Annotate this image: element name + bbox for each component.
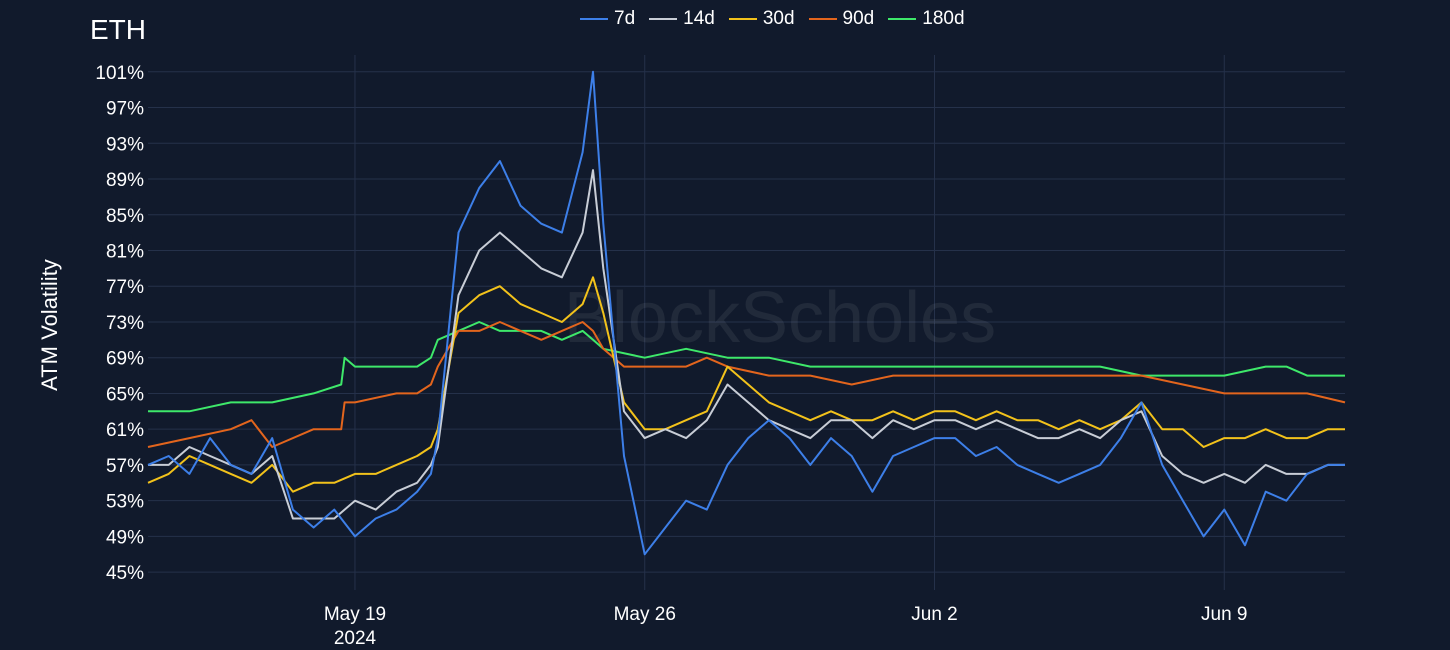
legend-label: 7d: [614, 8, 636, 29]
x-tick-label: May 26: [614, 604, 676, 625]
series-line-14d: [148, 169, 1345, 520]
legend-item-30d[interactable]: 30d: [728, 8, 795, 30]
chart-title: ETH: [90, 14, 146, 45]
series-line-90d: [147, 321, 1346, 448]
y-axis-ticks: 101% 97% 93% 89% 85% 81% 77% 73% 69% 65% 61% 57% 53%…: [95, 63, 144, 584]
y-tick-label: 101%: [95, 63, 144, 84]
legend-label: 14d: [683, 8, 715, 29]
x-tick-sublabel: 2024: [334, 628, 377, 649]
y-tick-label: 89%: [106, 170, 144, 191]
y-tick-label: 53%: [106, 492, 144, 513]
legend-label: 180d: [922, 8, 965, 29]
series-line-180d: [148, 321, 1345, 413]
y-tick-label: 97%: [106, 99, 144, 120]
x-tick-label: May 19: [324, 604, 386, 625]
legend: 7d 14d 30d 90d 180d: [580, 8, 965, 30]
y-tick-label: 45%: [106, 563, 144, 584]
y-axis-label: ATM Volatility: [37, 259, 62, 391]
y-tick-label: 65%: [106, 384, 144, 405]
series-layer: [147, 70, 1346, 556]
y-tick-label: 69%: [106, 349, 144, 370]
legend-label: 90d: [842, 8, 875, 29]
x-tick-label: Jun 2: [911, 604, 957, 625]
legend-swatch: [728, 18, 757, 20]
grid: [148, 55, 1345, 590]
y-tick-label: 49%: [106, 527, 144, 548]
legend-label: 30d: [762, 8, 795, 29]
legend-item-14d[interactable]: 14d: [649, 8, 715, 30]
y-tick-label: 85%: [106, 206, 144, 227]
legend-item-7d[interactable]: 7d: [580, 8, 635, 30]
x-tick-label: Jun 9: [1201, 604, 1247, 625]
y-tick-label: 57%: [106, 456, 144, 477]
y-tick-label: 81%: [106, 241, 144, 262]
legend-swatch: [649, 18, 678, 20]
legend-swatch: [808, 18, 837, 20]
y-tick-label: 77%: [106, 277, 144, 298]
x-axis-ticks: May 19 2024 May 26 Jun 2 Jun 9: [324, 604, 1248, 649]
y-tick-label: 61%: [106, 420, 144, 441]
series-line-7d: [147, 70, 1345, 556]
legend-item-180d[interactable]: 180d: [888, 8, 965, 30]
legend-item-90d[interactable]: 90d: [808, 8, 875, 30]
legend-swatch: [888, 18, 917, 20]
watermark: BlockScholes: [564, 278, 996, 358]
legend-swatch: [580, 18, 608, 20]
y-tick-label: 73%: [106, 313, 144, 334]
y-tick-label: 93%: [106, 134, 144, 155]
